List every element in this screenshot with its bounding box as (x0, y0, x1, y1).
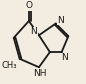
Text: N: N (31, 27, 37, 36)
Text: CH₃: CH₃ (2, 61, 17, 70)
Text: N: N (62, 53, 68, 62)
Text: N: N (57, 16, 64, 25)
Text: O: O (25, 1, 32, 10)
Text: NH: NH (33, 69, 47, 78)
